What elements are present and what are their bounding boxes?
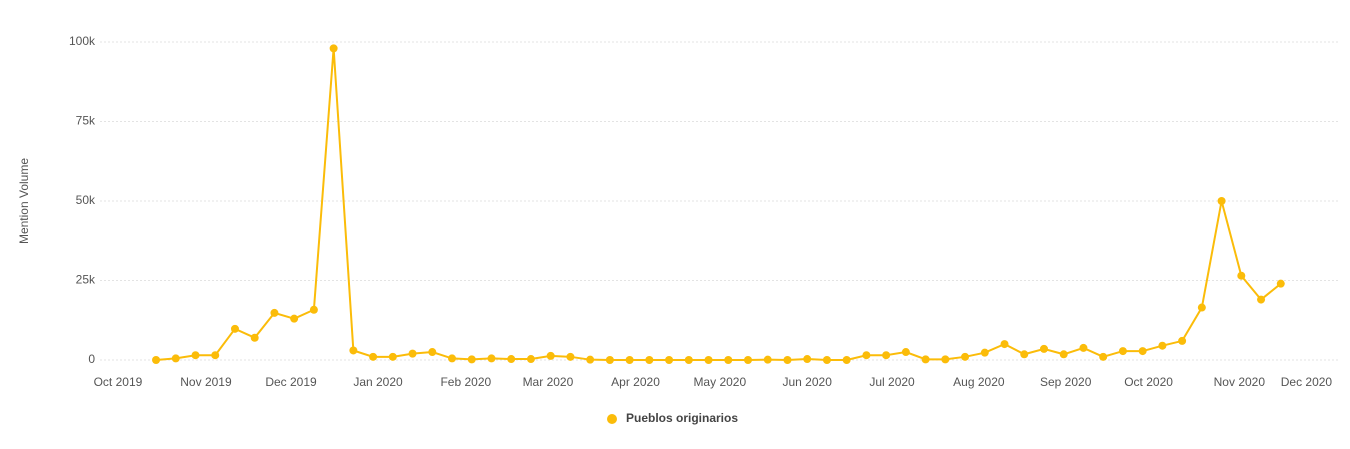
point [586,355,595,364]
point [1099,352,1108,361]
point [822,356,831,364]
point [467,355,476,364]
point [980,348,989,357]
legend-label: Pueblos originarios [626,411,738,425]
point [211,351,220,360]
x-tick-label: Sep 2020 [1040,375,1092,389]
point [349,346,358,355]
point [704,356,713,364]
x-tick-label: Oct 2019 [94,375,143,389]
y-axis-label: Mention Volume [17,158,31,244]
point [1197,303,1206,312]
x-tick-label: Apr 2020 [611,375,660,389]
x-tick-label: Jan 2020 [353,375,403,389]
point [309,305,318,314]
legend-marker [607,414,617,424]
point [171,354,180,363]
point [448,354,457,363]
y-tick-label: 25k [76,273,96,287]
y-tick-label: 100k [69,34,96,48]
x-tick-label: Dec 2019 [265,375,317,389]
point [1079,343,1088,352]
point [763,355,772,364]
point [1237,271,1246,280]
point [546,351,555,360]
point [961,352,970,361]
y-tick-label: 75k [76,114,96,128]
point [329,44,338,53]
point [566,352,575,361]
point [487,354,496,363]
line [155,48,1282,362]
point [862,351,871,360]
point [270,308,279,317]
point [1217,197,1226,205]
point [941,355,950,364]
point [369,352,378,361]
point [684,356,693,364]
y-tick-label: 0 [88,352,95,366]
point [152,356,161,364]
x-tick-label: Nov 2020 [1214,375,1266,389]
point [1257,295,1266,304]
point [921,355,930,364]
x-tick-label: Aug 2020 [953,375,1005,389]
x-tick-label: Nov 2019 [180,375,232,389]
point [1158,341,1167,350]
point [1059,350,1068,359]
point [1138,347,1147,356]
point [882,351,891,360]
x-tick-label: Feb 2020 [440,375,491,389]
point [1276,279,1285,288]
point [605,356,614,364]
x-tick-label: Dec 2020 [1281,375,1333,389]
point [1178,336,1187,345]
point [408,349,417,358]
point [1118,347,1127,356]
point [783,356,792,364]
point [842,356,851,364]
point [724,356,733,364]
point [625,356,634,364]
point [744,356,753,364]
point [507,355,516,364]
x-tick-label: Jun 2020 [783,375,833,389]
point [290,314,299,323]
x-tick-label: Oct 2020 [1124,375,1173,389]
point [428,348,437,357]
x-tick-label: Jul 2020 [869,375,915,389]
point [1020,350,1029,359]
point [665,356,674,364]
point [1039,344,1048,353]
point [250,333,259,342]
point [191,351,200,360]
y-tick-label: 50k [76,193,96,207]
point [645,356,654,364]
point [901,348,910,357]
point [803,355,812,364]
point [1000,340,1009,349]
point [230,324,239,333]
x-tick-label: Mar 2020 [523,375,574,389]
x-tick-label: May 2020 [693,375,746,389]
point [526,355,535,364]
point [388,352,397,361]
